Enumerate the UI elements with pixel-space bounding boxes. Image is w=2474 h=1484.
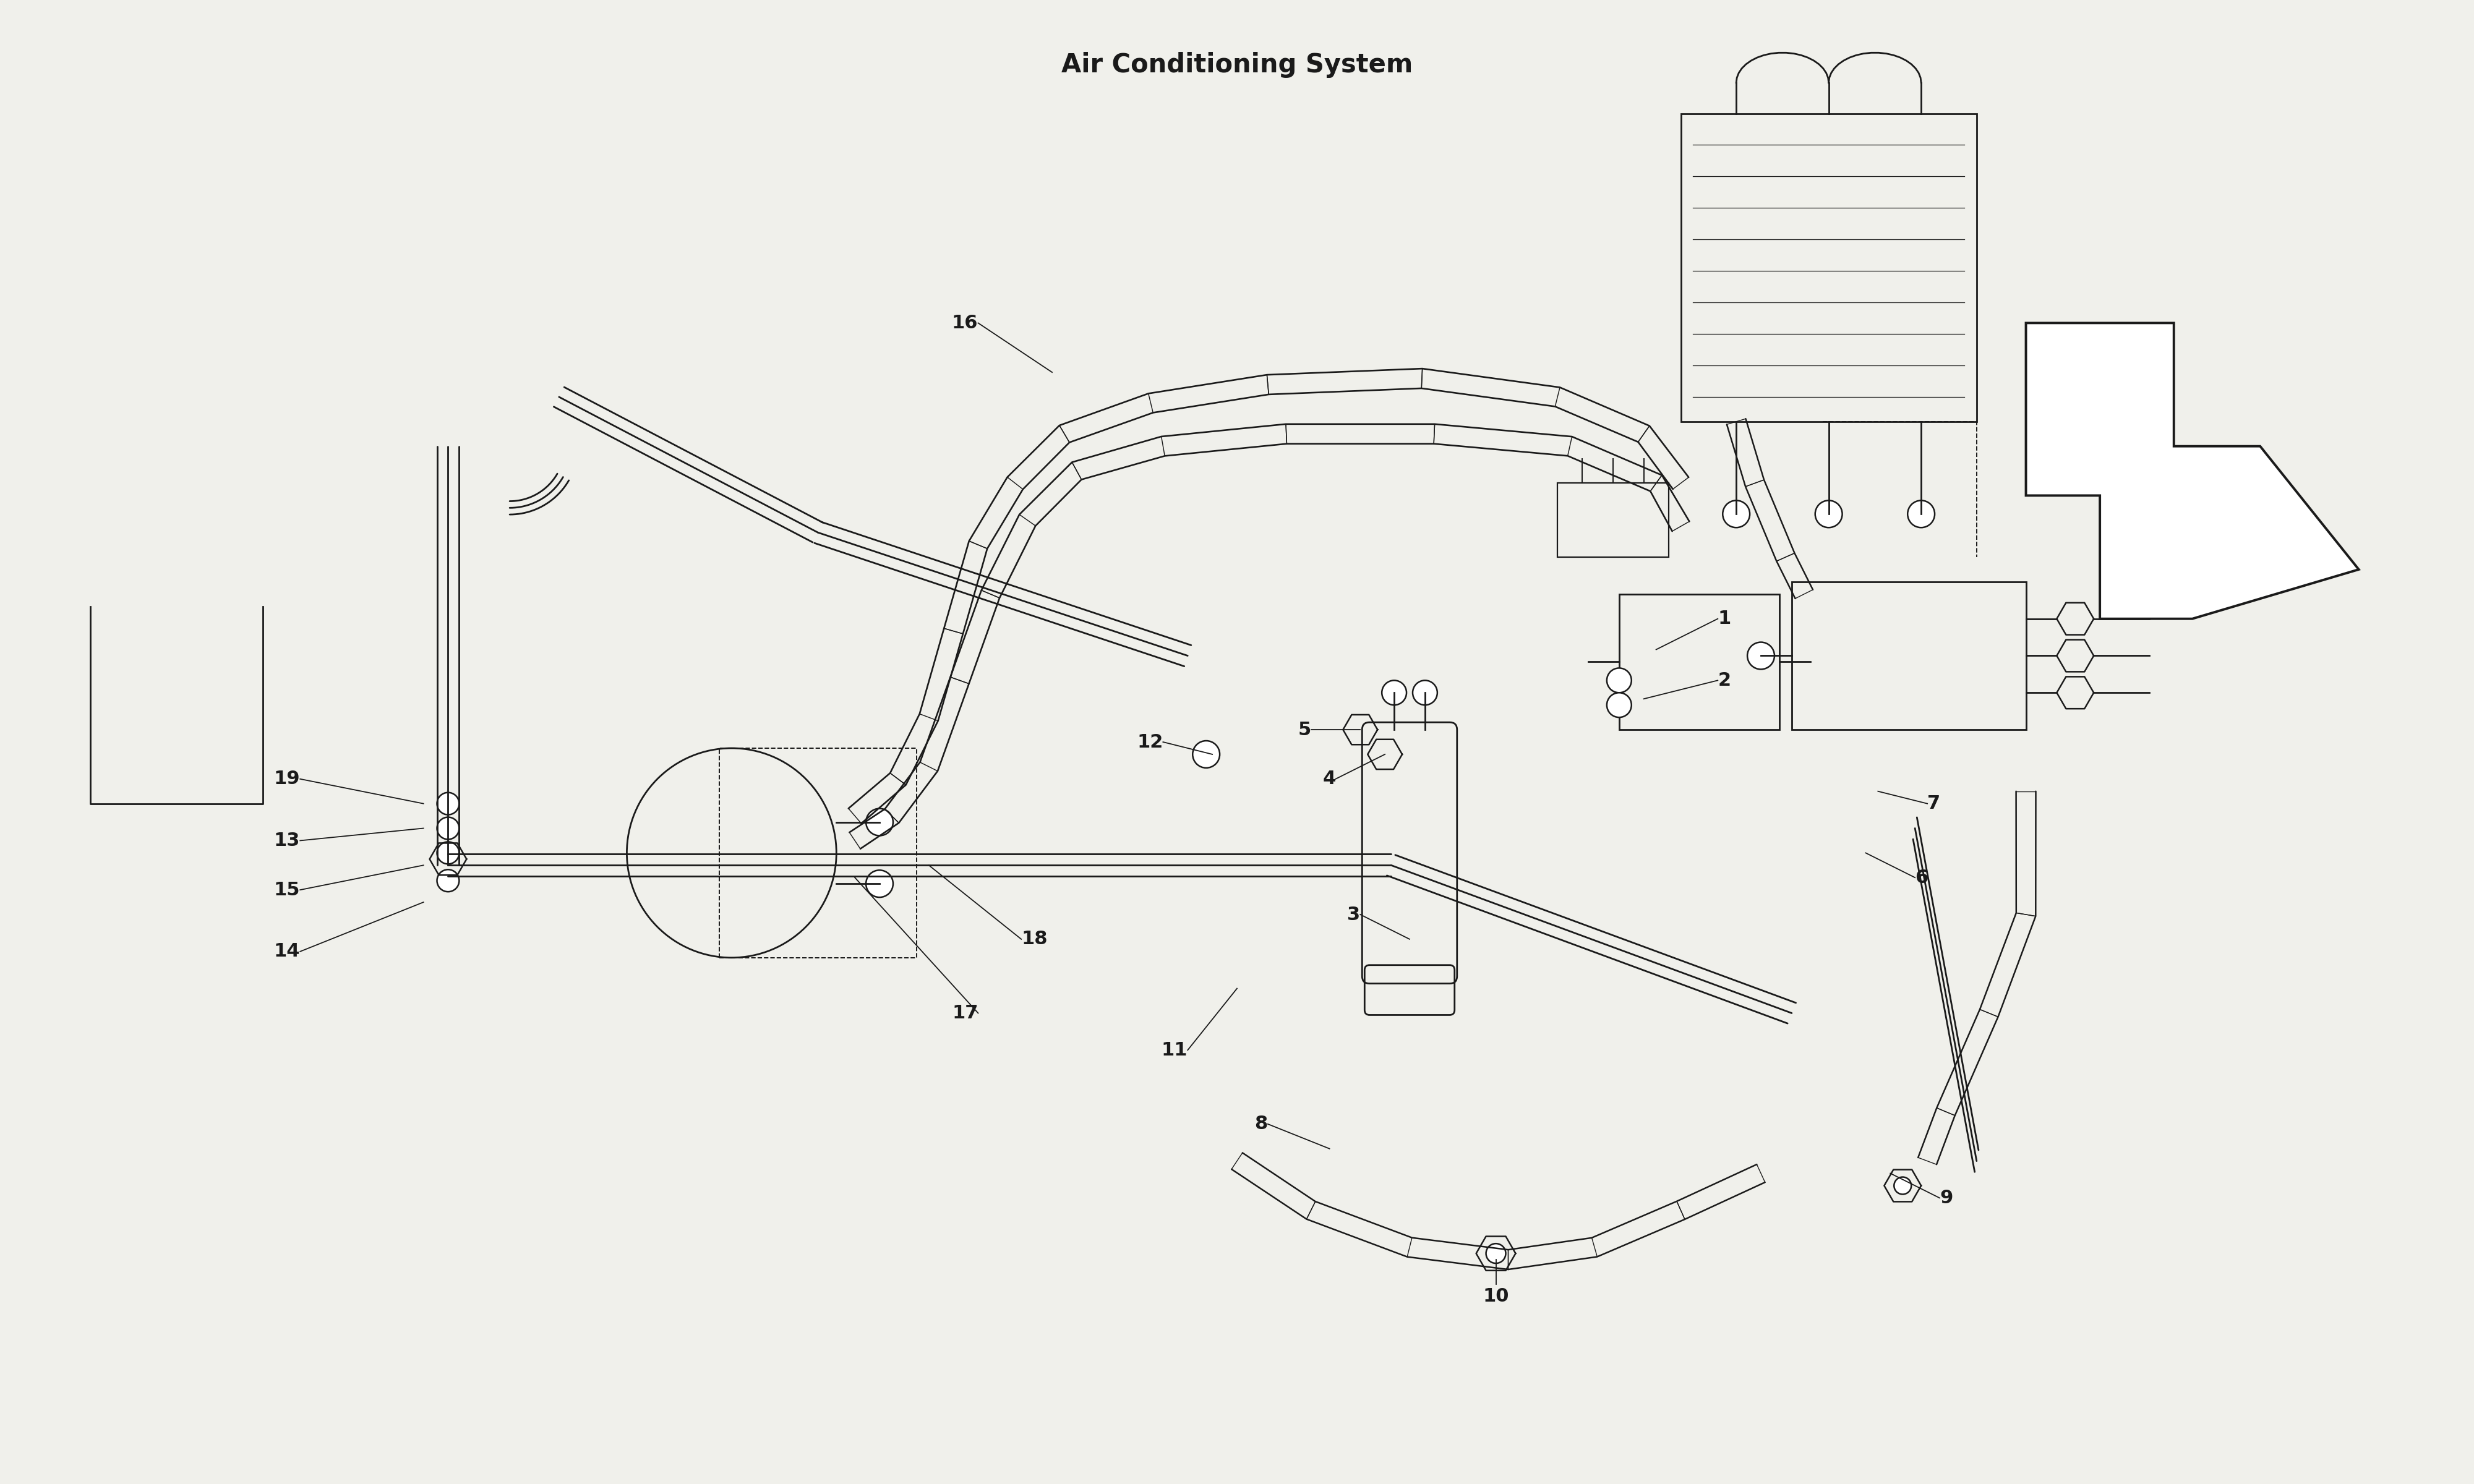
Circle shape xyxy=(1895,1177,1912,1195)
Text: 3: 3 xyxy=(1348,905,1361,923)
Text: 13: 13 xyxy=(275,831,299,849)
Circle shape xyxy=(866,870,893,898)
Circle shape xyxy=(1747,643,1774,669)
Circle shape xyxy=(1606,668,1630,693)
Text: 5: 5 xyxy=(1299,721,1311,739)
Bar xyxy=(1680,113,1977,421)
Circle shape xyxy=(1722,500,1749,528)
Text: 17: 17 xyxy=(952,1005,977,1022)
Text: Air Conditioning System: Air Conditioning System xyxy=(1061,52,1413,77)
Bar xyxy=(1559,484,1667,556)
Circle shape xyxy=(438,792,460,815)
Circle shape xyxy=(866,809,893,835)
Circle shape xyxy=(1487,1244,1507,1263)
Text: 14: 14 xyxy=(275,942,299,960)
Circle shape xyxy=(438,818,460,840)
Circle shape xyxy=(1192,741,1220,767)
Text: 18: 18 xyxy=(1022,930,1047,948)
Text: 19: 19 xyxy=(275,770,299,788)
Text: 2: 2 xyxy=(1717,671,1732,690)
Circle shape xyxy=(1816,500,1843,528)
Text: 6: 6 xyxy=(1915,868,1927,886)
Text: 7: 7 xyxy=(1927,794,1940,813)
Text: 16: 16 xyxy=(952,315,977,332)
Polygon shape xyxy=(2026,324,2358,619)
Text: 4: 4 xyxy=(1324,770,1336,788)
Text: 8: 8 xyxy=(1254,1114,1267,1132)
Circle shape xyxy=(438,841,460,864)
Bar xyxy=(1618,594,1779,730)
Circle shape xyxy=(1907,500,1935,528)
Circle shape xyxy=(1606,693,1630,717)
Text: 10: 10 xyxy=(1482,1288,1509,1306)
Circle shape xyxy=(1413,680,1437,705)
Text: 11: 11 xyxy=(1160,1042,1188,1060)
Bar xyxy=(720,748,915,957)
Circle shape xyxy=(1383,680,1408,705)
Text: 9: 9 xyxy=(1940,1189,1952,1206)
Text: 1: 1 xyxy=(1717,610,1732,628)
Text: 12: 12 xyxy=(1138,733,1163,751)
Circle shape xyxy=(438,870,460,892)
Bar xyxy=(1791,582,2026,730)
Text: 15: 15 xyxy=(275,881,299,899)
